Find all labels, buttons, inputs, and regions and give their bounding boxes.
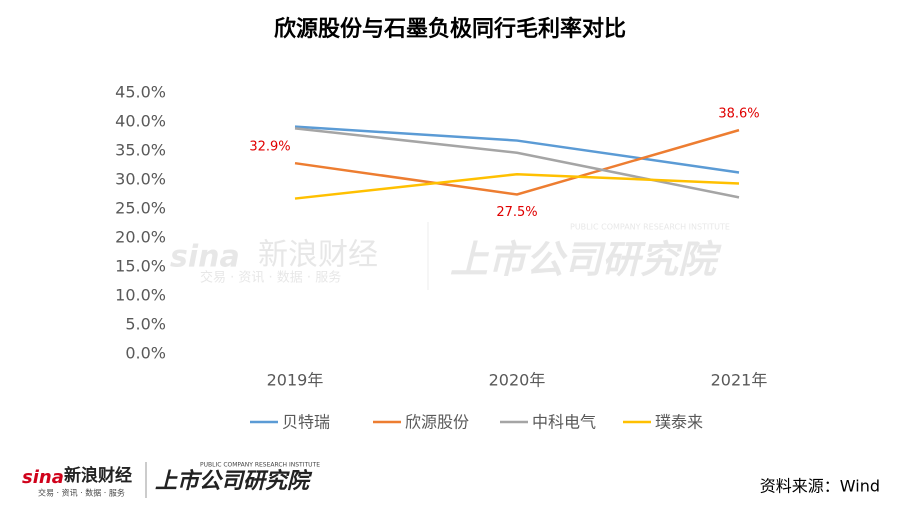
series-line <box>294 125 740 174</box>
data-label: 38.6% <box>718 107 759 122</box>
x-tick-label: 2019年 <box>267 371 324 390</box>
x-tick-label: 2020年 <box>489 371 546 390</box>
y-tick-label: 25.0% <box>115 199 166 218</box>
y-tick-label: 20.0% <box>115 228 166 247</box>
logo-institute: 上市公司研究院 <box>155 468 313 494</box>
series-line <box>294 172 740 200</box>
watermark-institute: 上市公司研究院 <box>450 238 722 282</box>
logo-brand: 新浪财经 <box>64 465 132 486</box>
watermark-institute-en: PUBLIC COMPANY RESEARCH INSTITUTE <box>570 223 730 232</box>
bottom-logo: sina 新浪财经 交易 · 资讯 · 数据 · 服务 上市公司研究院 PUBL… <box>22 462 320 498</box>
watermark-brand: 新浪财经 <box>258 238 378 273</box>
y-tick-label: 10.0% <box>115 286 166 305</box>
y-tick-label: 40.0% <box>115 112 166 131</box>
logo-institute-en: PUBLIC COMPANY RESEARCH INSTITUTE <box>200 462 320 469</box>
legend-label: 中科电气 <box>532 413 596 432</box>
watermark: sina 新浪财经 交易 · 资讯 · 数据 · 服务 上市公司研究院 PUBL… <box>170 222 730 290</box>
logo-tagline: 交易 · 资讯 · 数据 · 服务 <box>38 488 125 498</box>
y-tick-label: 45.0% <box>115 83 166 102</box>
y-tick-label: 35.0% <box>115 141 166 160</box>
y-tick-label: 30.0% <box>115 170 166 189</box>
y-tick-label: 15.0% <box>115 257 166 276</box>
chart-title: 欣源股份与石墨负极同行毛利率对比 <box>274 16 626 42</box>
watermark-logo: sina <box>170 240 240 275</box>
logo-mark: sina <box>22 467 64 488</box>
legend-label: 璞泰来 <box>655 413 703 432</box>
y-tick-label: 0.0% <box>125 344 166 363</box>
series-line <box>294 128 740 196</box>
y-tick-label: 5.0% <box>125 315 166 334</box>
series-line <box>294 127 740 199</box>
source-note: 资料来源：Wind <box>760 477 880 496</box>
x-tick-label: 2021年 <box>711 371 768 390</box>
watermark-tagline: 交易 · 资讯 · 数据 · 服务 <box>200 270 341 286</box>
data-label: 27.5% <box>496 205 537 220</box>
legend-label: 欣源股份 <box>405 413 469 432</box>
data-label: 32.9% <box>249 140 290 155</box>
legend-label: 贝特瑞 <box>282 413 330 432</box>
